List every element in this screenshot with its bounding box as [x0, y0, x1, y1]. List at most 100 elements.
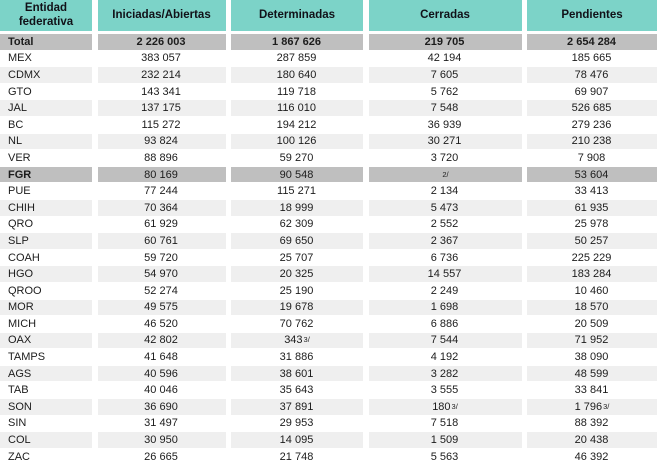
cell-value: 59 720: [144, 251, 178, 264]
cell-pendientes: 50 257: [527, 233, 657, 250]
cell-iniciadas-abiertas: 40 596: [97, 365, 226, 383]
cell-value: 70 762: [279, 317, 314, 330]
cell-value: 7 605: [430, 68, 459, 81]
cell-pendientes: 225 229: [527, 250, 657, 267]
cell-pendientes: 183 284: [527, 266, 657, 283]
cell-value: 35 643: [279, 384, 314, 397]
cell-value: 7 908: [577, 151, 606, 164]
cell-value: 59 270: [279, 151, 314, 164]
cell-pendientes: 10 460: [527, 283, 657, 300]
cell-determinadas: 19 678: [231, 299, 363, 317]
cell-cerradas: 3 555: [368, 382, 522, 400]
table-row: CDMX 232 214 180 640 7 605 78 476: [0, 67, 657, 84]
cell-value: 2 367: [430, 234, 459, 247]
row-label: ZAC: [0, 449, 92, 466]
table-row: SIN 31 497 29 953 7 518 88 392: [0, 416, 657, 433]
cell-value: 48 599: [574, 367, 609, 380]
cell-value: 1 867 626: [272, 35, 321, 48]
cell-determinadas: 59 270: [231, 150, 363, 167]
cell-value: 7 544: [430, 334, 459, 347]
cell-value: 77 244: [144, 185, 178, 198]
cell-value: 210 238: [571, 135, 612, 148]
cell-value: 37 891: [279, 400, 314, 413]
cell-value: 183 284: [571, 268, 612, 281]
row-label: JAL: [0, 100, 92, 117]
cell-pendientes: 20 438: [527, 432, 657, 449]
row-label: PUE: [0, 183, 92, 200]
cell-cerradas: 5 563: [368, 449, 522, 466]
header-cell-determinadas: Determinadas: [231, 0, 363, 32]
cell-determinadas: 14 095: [231, 432, 363, 449]
cell-iniciadas-abiertas: 42 802: [97, 332, 226, 350]
cell-determinadas: 100 126: [231, 133, 363, 151]
table-header-row: Entidad federativa Iniciadas/Abiertas De…: [0, 0, 657, 32]
table-row: CHIH 70 364 18 999 5 473 61 935: [0, 199, 657, 217]
cell-iniciadas-abiertas: 70 364: [97, 199, 226, 217]
cell-value: 1 796: [574, 400, 603, 413]
cell-iniciadas-abiertas: 61 929: [97, 217, 226, 234]
cell-pendientes: 210 238: [527, 133, 657, 151]
header-cell-iniciadas-abiertas: Iniciadas/Abiertas: [97, 0, 226, 32]
cell-value: 5 563: [430, 450, 459, 463]
cell-value: 42 802: [144, 334, 178, 347]
cell-iniciadas-abiertas: 232 214: [97, 67, 226, 84]
row-label: VER: [0, 150, 92, 167]
cell-pendientes: 20 509: [527, 316, 657, 333]
cell-determinadas: 31 886: [231, 349, 363, 366]
cell-determinadas: 29 953: [231, 416, 363, 433]
cell-value: 2 249: [430, 284, 459, 297]
cell-cerradas: 4 192: [368, 349, 522, 366]
cell-iniciadas-abiertas: 137 175: [97, 100, 226, 117]
cell-cerradas: 2/: [368, 166, 522, 184]
cell-pendientes: 33 413: [527, 183, 657, 200]
cell-value: 10 460: [574, 284, 609, 297]
cell-value: 41 648: [144, 351, 178, 364]
cell-value: 70 364: [144, 201, 178, 214]
table-row: COAH 59 720 25 707 6 736 225 229: [0, 250, 657, 267]
cell-determinadas: 119 718: [231, 84, 363, 101]
cell-value: 46 392: [574, 450, 609, 463]
cell-determinadas: 180 640: [231, 67, 363, 84]
table-row: MEX 383 057 287 859 42 194 185 665: [0, 51, 657, 68]
row-label: AGS: [0, 365, 92, 383]
cell-cerradas: 2 134: [368, 183, 522, 200]
cell-cerradas: 7 548: [368, 100, 522, 117]
table-row: MICH 46 520 70 762 6 886 20 509: [0, 316, 657, 333]
cell-value: 31 497: [144, 417, 178, 430]
cell-value: 25 190: [279, 284, 314, 297]
cell-determinadas: 25 707: [231, 250, 363, 267]
cell-cerradas: 5 473: [368, 199, 522, 217]
row-label: OAX: [0, 332, 92, 350]
table-row: BC 115 272 194 212 36 939 279 236: [0, 117, 657, 134]
cell-determinadas: 116 010: [231, 100, 363, 117]
cell-value: 88 392: [574, 417, 609, 430]
row-label: CHIH: [0, 199, 92, 217]
cell-value: 61 935: [574, 201, 609, 214]
cell-value: 60 761: [144, 234, 178, 247]
cell-determinadas: 287 859: [231, 51, 363, 68]
cell-value: 53 604: [574, 168, 609, 181]
cell-iniciadas-abiertas: 31 497: [97, 416, 226, 433]
cell-determinadas: 90 548: [231, 166, 363, 184]
cell-pendientes: 61 935: [527, 199, 657, 217]
cell-value: 78 476: [574, 68, 609, 81]
cell-cerradas: 30 271: [368, 133, 522, 151]
cell-pendientes: 46 392: [527, 449, 657, 466]
cell-value: 14 095: [279, 434, 314, 447]
cell-cerradas: 2 367: [368, 233, 522, 250]
cell-determinadas: 70 762: [231, 316, 363, 333]
cell-value: 6 886: [430, 317, 459, 330]
cell-pendientes: 38 090: [527, 349, 657, 366]
row-label: MOR: [0, 299, 92, 317]
cell-value: 115 272: [141, 118, 181, 131]
cell-value: 194 212: [276, 118, 317, 131]
table-row: QRO 61 929 62 309 2 552 25 978: [0, 217, 657, 234]
cell-value: 2 552: [430, 218, 459, 231]
cell-cerradas: 14 557: [368, 266, 522, 283]
row-label: SIN: [0, 416, 92, 433]
cell-value: 20 325: [279, 268, 314, 281]
cell-value: 54 970: [144, 268, 178, 281]
cell-value: 18 570: [574, 301, 609, 314]
cell-value: 180 640: [276, 68, 317, 81]
